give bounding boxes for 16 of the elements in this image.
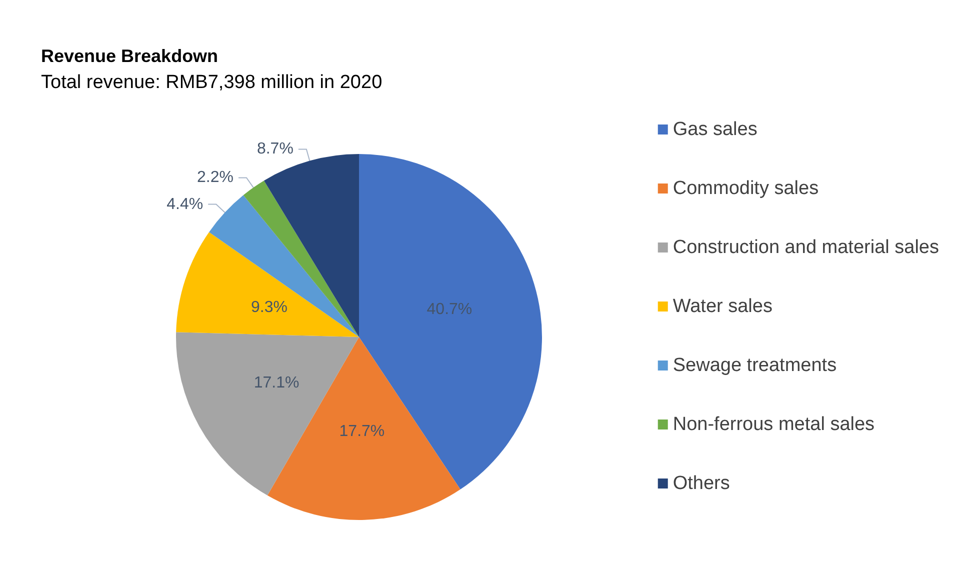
data-label: 8.7% xyxy=(256,140,294,158)
legend-label: Non-ferrous metal sales xyxy=(672,414,875,435)
chart-title: Revenue Breakdown xyxy=(41,46,218,66)
legend-label: Others xyxy=(672,473,730,494)
legend-label: Gas sales xyxy=(672,119,758,140)
data-label: 17.7% xyxy=(339,422,385,440)
data-label: 17.1% xyxy=(254,374,300,392)
data-label: 9.3% xyxy=(251,298,288,316)
data-label: 4.4% xyxy=(166,196,204,213)
legend-label: Water sales xyxy=(672,296,772,317)
legend-label: Construction and material sales xyxy=(672,237,940,258)
data-label: 2.2% xyxy=(197,169,234,186)
legend-label: Commodity sales xyxy=(672,178,819,199)
chart-subtitle: Total revenue: RMB7,398 million in 2020 xyxy=(41,72,382,93)
data-label: 40.7% xyxy=(426,301,472,318)
legend-label: Sewage treatments xyxy=(672,355,837,376)
